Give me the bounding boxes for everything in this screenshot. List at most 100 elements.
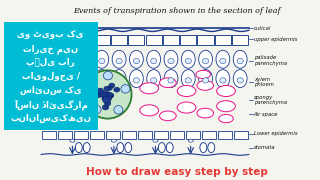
Ellipse shape <box>76 87 94 98</box>
Ellipse shape <box>166 143 173 153</box>
Ellipse shape <box>181 50 195 68</box>
Ellipse shape <box>203 58 209 64</box>
Ellipse shape <box>64 58 70 64</box>
Ellipse shape <box>220 78 226 83</box>
Ellipse shape <box>197 81 213 90</box>
Ellipse shape <box>151 78 157 83</box>
Ellipse shape <box>147 50 161 68</box>
FancyBboxPatch shape <box>146 35 162 45</box>
FancyBboxPatch shape <box>180 35 196 45</box>
Ellipse shape <box>111 139 116 142</box>
Ellipse shape <box>217 101 235 112</box>
Ellipse shape <box>95 50 109 68</box>
Ellipse shape <box>185 78 191 83</box>
Ellipse shape <box>160 111 176 121</box>
FancyBboxPatch shape <box>94 35 110 45</box>
FancyBboxPatch shape <box>58 131 72 140</box>
Ellipse shape <box>104 86 109 91</box>
Ellipse shape <box>95 91 103 98</box>
FancyBboxPatch shape <box>122 131 136 140</box>
FancyBboxPatch shape <box>76 35 92 45</box>
Ellipse shape <box>38 103 57 114</box>
Ellipse shape <box>181 70 195 87</box>
FancyBboxPatch shape <box>59 35 75 45</box>
Ellipse shape <box>85 84 95 93</box>
Ellipse shape <box>99 78 105 83</box>
Ellipse shape <box>125 143 132 153</box>
Ellipse shape <box>38 84 57 95</box>
Ellipse shape <box>60 79 76 89</box>
Text: stomata: stomata <box>254 145 276 150</box>
Ellipse shape <box>102 105 109 110</box>
Ellipse shape <box>216 70 230 87</box>
FancyBboxPatch shape <box>170 131 184 140</box>
FancyBboxPatch shape <box>106 131 120 140</box>
Ellipse shape <box>168 58 174 64</box>
Ellipse shape <box>104 92 109 97</box>
Ellipse shape <box>133 78 140 83</box>
Text: Lower epidermis: Lower epidermis <box>254 131 297 136</box>
Text: سائنس کی: سائنس کی <box>20 86 82 95</box>
Ellipse shape <box>64 78 70 83</box>
Ellipse shape <box>112 70 126 87</box>
Ellipse shape <box>133 58 140 64</box>
Ellipse shape <box>114 87 120 92</box>
Ellipse shape <box>216 50 230 68</box>
FancyBboxPatch shape <box>202 131 216 140</box>
Ellipse shape <box>130 70 143 87</box>
Text: How to draw easy step by step: How to draw easy step by step <box>86 167 268 177</box>
Ellipse shape <box>233 50 247 68</box>
Ellipse shape <box>200 143 207 153</box>
Ellipse shape <box>92 105 101 114</box>
Ellipse shape <box>116 78 122 83</box>
Ellipse shape <box>219 114 233 123</box>
Ellipse shape <box>164 50 178 68</box>
Text: Events of transpiration shown in the section of leaf: Events of transpiration shown in the sec… <box>73 7 280 15</box>
Ellipse shape <box>114 106 123 114</box>
FancyBboxPatch shape <box>42 35 58 45</box>
FancyBboxPatch shape <box>90 131 104 140</box>
Ellipse shape <box>105 96 112 101</box>
Ellipse shape <box>177 86 196 96</box>
Text: spongy
parenchyma: spongy parenchyma <box>254 94 287 105</box>
Ellipse shape <box>109 83 115 88</box>
Text: Air space: Air space <box>254 112 278 117</box>
Ellipse shape <box>107 86 112 91</box>
Ellipse shape <box>160 78 176 87</box>
Ellipse shape <box>199 50 212 68</box>
Ellipse shape <box>220 58 226 64</box>
Ellipse shape <box>217 86 235 96</box>
Ellipse shape <box>112 50 126 68</box>
Ellipse shape <box>81 78 88 83</box>
Ellipse shape <box>77 70 92 87</box>
Ellipse shape <box>168 78 174 83</box>
Text: تاریخ میں: تاریخ میں <box>23 44 78 54</box>
FancyBboxPatch shape <box>111 35 127 45</box>
Ellipse shape <box>76 101 94 112</box>
Ellipse shape <box>196 70 211 79</box>
Text: آسان ڈائیگرام: آسان ڈائیگرام <box>14 100 88 111</box>
Ellipse shape <box>102 96 111 103</box>
FancyBboxPatch shape <box>42 131 56 140</box>
Text: upper epidermis: upper epidermis <box>254 37 297 42</box>
Ellipse shape <box>103 71 112 80</box>
Text: پہلی بار: پہلی بار <box>26 58 75 67</box>
Ellipse shape <box>203 78 209 83</box>
Ellipse shape <box>95 70 109 87</box>
FancyBboxPatch shape <box>234 131 248 140</box>
Ellipse shape <box>199 70 212 87</box>
Ellipse shape <box>130 50 143 68</box>
Ellipse shape <box>43 50 57 68</box>
Ellipse shape <box>84 70 132 119</box>
Ellipse shape <box>60 50 74 68</box>
Ellipse shape <box>49 75 63 83</box>
FancyBboxPatch shape <box>138 131 152 140</box>
Ellipse shape <box>104 92 110 96</box>
Ellipse shape <box>237 78 243 83</box>
FancyBboxPatch shape <box>215 35 231 45</box>
Ellipse shape <box>60 70 74 87</box>
Ellipse shape <box>60 110 76 119</box>
Ellipse shape <box>140 83 158 94</box>
Ellipse shape <box>77 50 92 68</box>
FancyBboxPatch shape <box>186 131 200 140</box>
